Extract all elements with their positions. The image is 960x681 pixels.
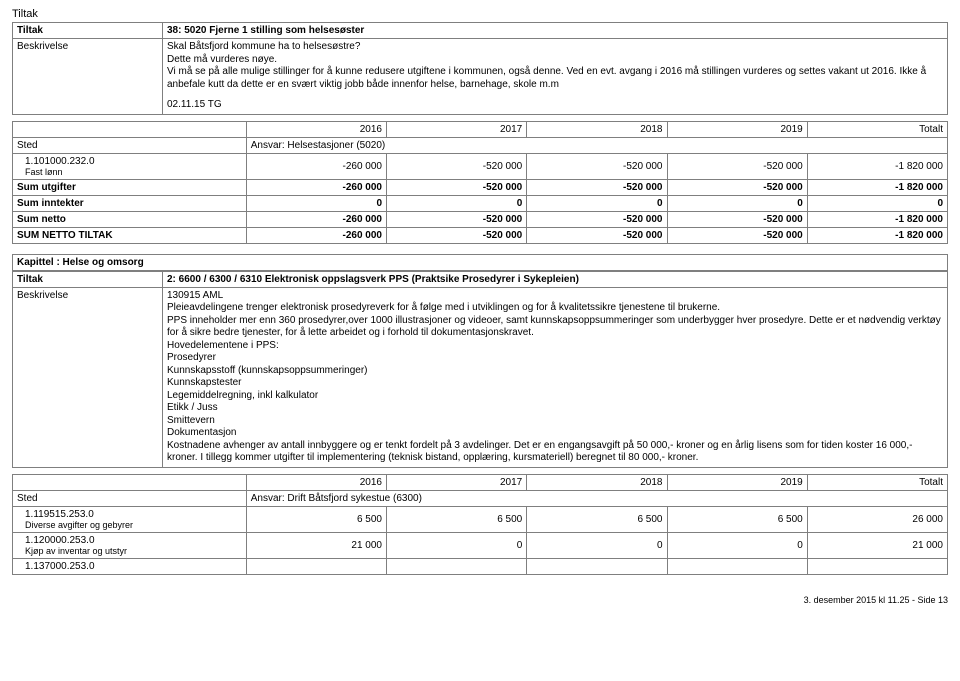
table2-item-row: 1.137000.253.0 <box>13 558 948 574</box>
table2: 2016 2017 2018 2019 Totalt Sted Ansvar: … <box>12 474 948 575</box>
section2-header: Tiltak 2: 6600 / 6300 / 6310 Elektronisk… <box>12 271 948 468</box>
table2-ansvar-row: Sted Ansvar: Drift Båtsfjord sykestue (6… <box>13 490 948 506</box>
table2-item-row: 1.119515.253.0Diverse avgifter og gebyre… <box>13 506 948 532</box>
table2-header-row: 2016 2017 2018 2019 Totalt <box>13 474 948 490</box>
besk2-text: 130915 AMLPleieavdelingene trenger elekt… <box>163 287 948 467</box>
table1-item-row: 1.101000.232.0 Fast lønn -260 000 -520 0… <box>13 153 948 179</box>
besk-label: Beskrivelse <box>13 39 163 115</box>
table2-item-row: 1.120000.253.0Kjøp av inventar og utstyr… <box>13 532 948 558</box>
page-footer: 3. desember 2015 kl 11.25 - Side 13 <box>12 595 948 605</box>
section1-header: Tiltak 38: 5020 Fjerne 1 stilling som he… <box>12 22 948 115</box>
sum-utgifter-row: Sum utgifter -260 000 -520 000 -520 000 … <box>13 179 948 195</box>
sum-inntekter-row: Sum inntekter 0 0 0 0 0 <box>13 195 948 211</box>
table1-header-row: 2016 2017 2018 2019 Totalt <box>13 121 948 137</box>
tiltak-value: 38: 5020 Fjerne 1 stilling som helsesøst… <box>163 23 948 39</box>
sum-netto-row: Sum netto -260 000 -520 000 -520 000 -52… <box>13 211 948 227</box>
page-title: Tiltak <box>12 8 948 20</box>
tiltak2-value: 2: 6600 / 6300 / 6310 Elektronisk oppsla… <box>163 271 948 287</box>
besk-text: Skal Båtsfjord kommune ha to helsesøstre… <box>163 39 948 115</box>
table1-ansvar-row: Sted Ansvar: Helsestasjoner (5020) <box>13 137 948 153</box>
tiltak2-label: Tiltak <box>13 271 163 287</box>
table1: 2016 2017 2018 2019 Totalt Sted Ansvar: … <box>12 121 948 244</box>
sum-netto-tiltak-row: SUM NETTO TILTAK -260 000 -520 000 -520 … <box>13 227 948 243</box>
tiltak-label: Tiltak <box>13 23 163 39</box>
chapter-heading: Kapittel : Helse og omsorg <box>12 254 948 271</box>
besk2-label: Beskrivelse <box>13 287 163 467</box>
